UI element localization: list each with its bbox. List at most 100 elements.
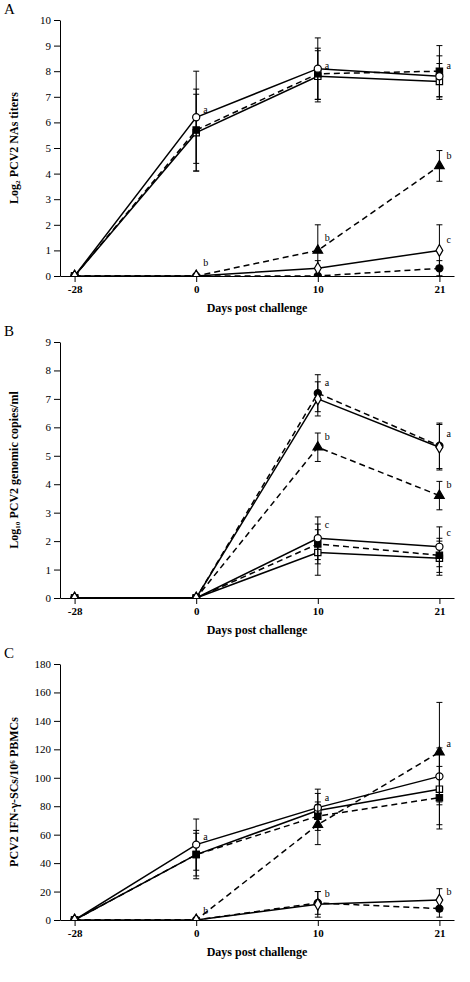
error-bar-cap xyxy=(436,572,442,573)
error-bar-cap xyxy=(436,801,442,802)
x-axis-title: Days post challenge xyxy=(207,623,308,637)
x-tick: -28 xyxy=(68,276,83,295)
y-tick-mark xyxy=(54,806,60,807)
error-bar-cap xyxy=(315,433,321,434)
error-bar-cap xyxy=(193,819,199,820)
y-tick-mark xyxy=(54,199,60,200)
error-bar-stem xyxy=(439,46,440,97)
y-tick-label: 0 xyxy=(46,592,52,604)
error-bar-cap xyxy=(436,96,442,97)
y-tick-mark xyxy=(54,427,60,428)
y-tick: 7 xyxy=(46,393,61,405)
x-tick-label: 0 xyxy=(194,605,200,617)
y-tick-label: 140 xyxy=(35,715,52,727)
marker xyxy=(193,914,200,920)
y-tick-mark xyxy=(54,71,60,72)
y-tick-label: 9 xyxy=(46,40,52,52)
y-tick: 6 xyxy=(46,421,61,433)
x-axis-title: Days post challenge xyxy=(207,945,308,959)
x-axis-title: Days post challenge xyxy=(207,301,308,315)
panel-letter: C xyxy=(4,645,14,661)
x-tick-mark xyxy=(318,920,319,926)
x-tick-mark xyxy=(75,598,76,604)
error-bar xyxy=(315,261,321,276)
y-tick-mark xyxy=(54,541,60,542)
panel: -2801021012345678910ALog₂ PCV2 NAs titer… xyxy=(4,1,455,315)
y-tick-mark xyxy=(54,920,60,921)
marker xyxy=(193,114,200,121)
marker xyxy=(435,160,445,168)
error-bar-cap xyxy=(436,702,442,703)
marker xyxy=(193,592,200,598)
y-tick-mark xyxy=(54,664,60,665)
y-tick-mark xyxy=(54,513,60,514)
y-tick-mark xyxy=(54,46,60,47)
marker xyxy=(436,245,443,257)
y-tick: 80 xyxy=(40,800,60,812)
series-line xyxy=(75,250,440,276)
x-tick: 0 xyxy=(194,276,200,295)
error-bar-cap xyxy=(436,804,442,805)
y-tick-label: 120 xyxy=(35,743,52,755)
marker xyxy=(193,841,200,848)
annotation: a xyxy=(203,104,208,115)
x-tick-label: 10 xyxy=(313,927,325,939)
y-tick-mark xyxy=(54,892,60,893)
annotation: b xyxy=(446,479,451,490)
error-bar-cap xyxy=(436,276,442,277)
y-tick: 60 xyxy=(40,829,60,841)
panel: -2801021020406080100120140160180CPCV2 IF… xyxy=(4,645,455,959)
error-bar-cap xyxy=(315,804,321,805)
annotation: b xyxy=(325,888,330,899)
annotation: c xyxy=(446,527,451,538)
error-bar-cap xyxy=(436,481,442,482)
marker xyxy=(71,270,78,276)
error-bar xyxy=(436,889,442,912)
x-tick-mark xyxy=(75,920,76,926)
annotation: b xyxy=(203,257,208,268)
error-bar-cap xyxy=(315,516,321,517)
error-bar xyxy=(315,892,321,918)
error-bar-cap xyxy=(193,878,199,879)
series-line xyxy=(75,552,440,598)
series-line xyxy=(75,447,440,598)
error-bar-cap xyxy=(436,55,442,56)
error-bar-cap xyxy=(315,461,321,462)
x-tick-mark xyxy=(196,920,197,926)
error-bar xyxy=(315,382,321,416)
x-tick-label: -28 xyxy=(68,927,83,939)
y-tick: 0 xyxy=(46,914,61,926)
y-tick-mark xyxy=(54,148,60,149)
y-axis-line xyxy=(60,21,61,277)
error-bar-cap xyxy=(193,171,199,172)
y-tick: 160 xyxy=(35,686,61,698)
series-line xyxy=(75,538,440,598)
error-bar-cap xyxy=(436,99,442,100)
y-tick-label: 3 xyxy=(46,507,52,519)
y-tick-mark xyxy=(54,250,60,251)
y-tick-label: 1 xyxy=(46,244,52,256)
x-tick-mark xyxy=(196,598,197,604)
error-bar-cap xyxy=(193,870,199,871)
x-tick-label: -28 xyxy=(68,605,83,617)
annotation: c xyxy=(446,234,451,245)
x-tick: 0 xyxy=(194,598,200,617)
error-bar xyxy=(436,56,442,97)
y-tick-label: 5 xyxy=(46,450,52,462)
y-tick-label: 60 xyxy=(40,829,52,841)
error-bar-cap xyxy=(315,381,321,382)
y-tick-label: 8 xyxy=(46,65,52,77)
error-bar-cap xyxy=(315,575,321,576)
marker xyxy=(71,914,78,920)
y-tick-mark xyxy=(54,863,60,864)
y-axis-title: Log₁₀ PCV2 genomic copies/ml xyxy=(7,391,21,549)
y-axis-title: Log₂ PCV2 NAs titers xyxy=(7,92,21,204)
marker xyxy=(436,894,443,906)
y-tick: 0 xyxy=(46,270,61,282)
error-bar-cap xyxy=(436,45,442,46)
x-tick: -28 xyxy=(68,598,83,617)
y-tick: 140 xyxy=(35,715,61,727)
x-tick-mark xyxy=(439,276,440,282)
annotation: a xyxy=(325,377,330,388)
y-tick-label: 3 xyxy=(46,193,52,205)
